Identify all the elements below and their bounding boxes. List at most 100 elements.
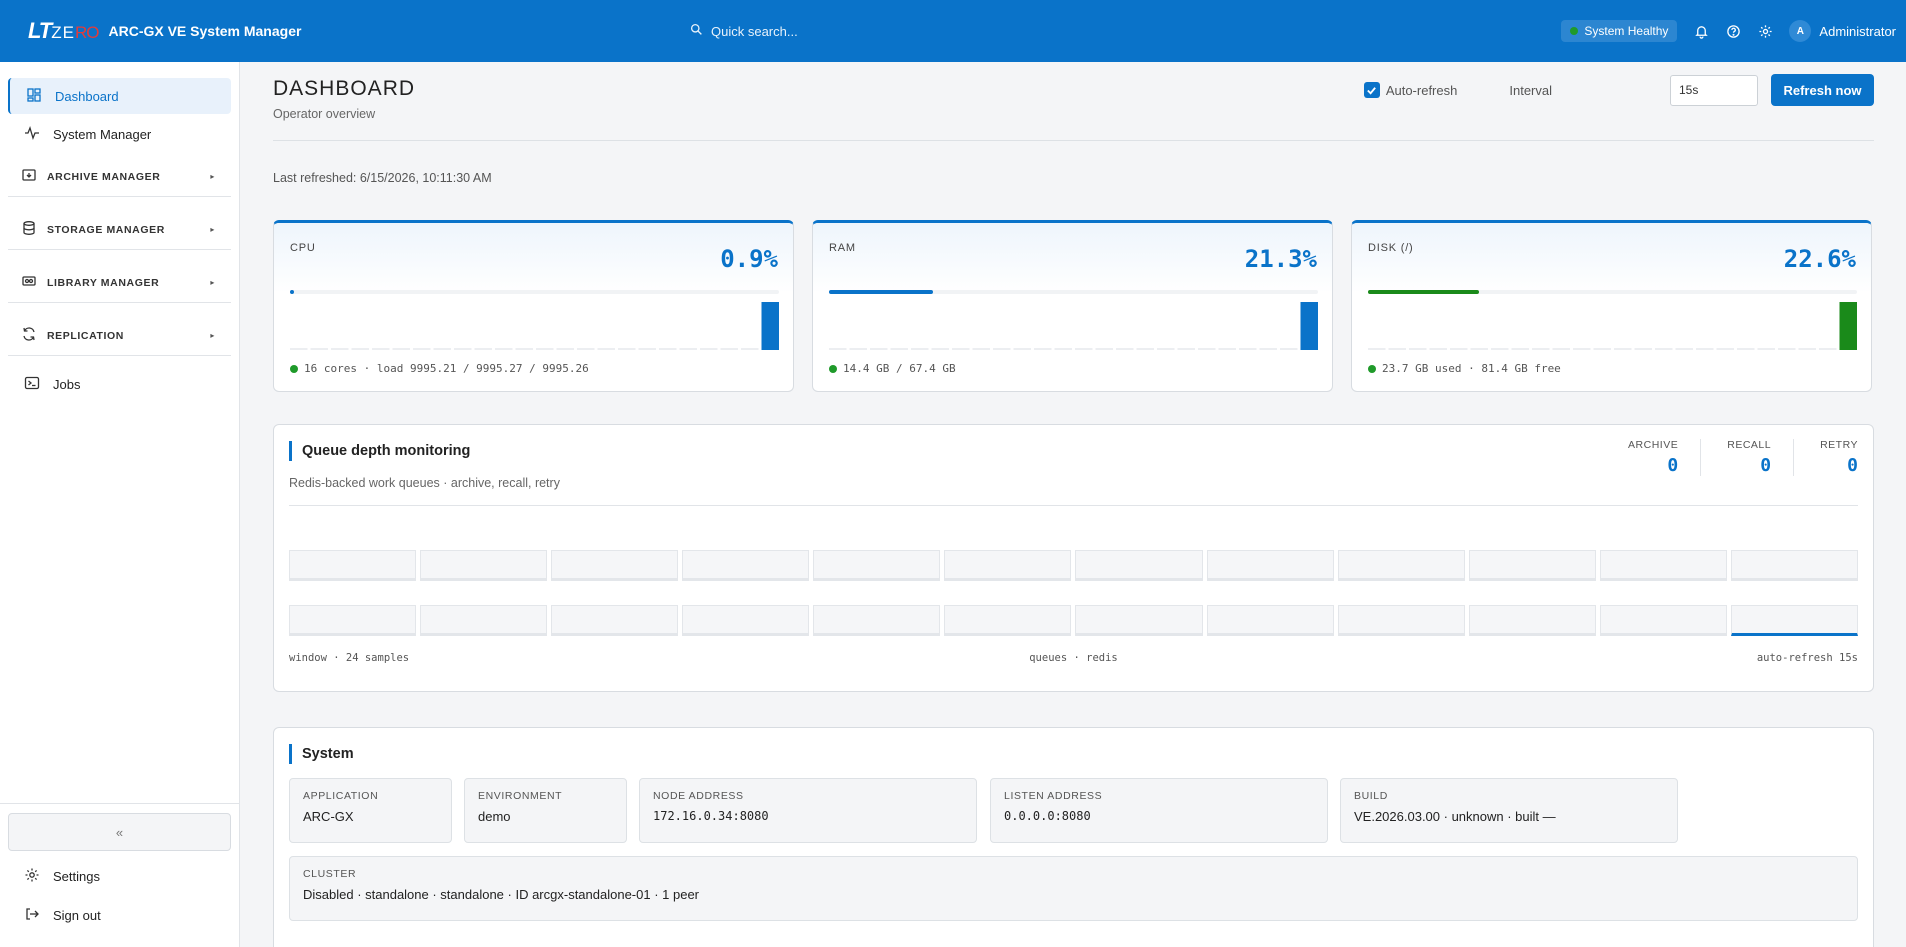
sparkline-bar: [392, 348, 410, 350]
sidebar-group-storage-manager[interactable]: STORAGE MANAGER ▸: [8, 210, 231, 250]
cpu-usage-fill: [290, 290, 295, 294]
queue-stat-value: 0: [1847, 455, 1858, 476]
sparkline-bar: [1239, 348, 1257, 350]
sparkline-bar: [1511, 348, 1529, 350]
auto-refresh-checkbox[interactable]: [1363, 82, 1380, 98]
sidebar-item-label: Dashboard: [55, 88, 119, 104]
queue-sample-cell: [289, 550, 417, 581]
queue-sample-cell: [1599, 550, 1727, 581]
auto-refresh-label[interactable]: Auto-refresh: [1385, 82, 1458, 98]
user-name: Administrator: [1819, 23, 1896, 39]
queue-sample-cell: [944, 550, 1072, 581]
sidebar-item-label: Jobs: [53, 376, 81, 392]
sparkline-bar: [597, 348, 615, 350]
sparkline-bar: [1552, 348, 1570, 350]
sparkline-bar: [972, 348, 990, 350]
user-menu[interactable]: A Administrator: [1789, 20, 1896, 42]
refresh-now-button[interactable]: Refresh now: [1771, 74, 1874, 106]
cpu-card: CPU 0.9% 16 cores · load 9995.21 / 9995.…: [273, 220, 794, 392]
database-icon: [21, 220, 37, 239]
interval-input[interactable]: 15s: [1670, 74, 1758, 106]
sidebar-item-dashboard[interactable]: Dashboard: [8, 78, 231, 114]
ram-sparkline: [829, 302, 1318, 350]
queue-sample-cell: [420, 605, 548, 636]
queue-sample-cell: [1730, 605, 1858, 636]
ltzero-logo[interactable]: LT ZE RO: [28, 18, 99, 44]
card-gradient: [813, 223, 1332, 293]
sparkline-bar: [1157, 348, 1175, 350]
health-dot-icon: [1570, 27, 1579, 35]
sparkline-bar: [454, 348, 472, 350]
ram-value: 21.3%: [1244, 245, 1317, 273]
system-application: APPLICATION ARC-GX: [289, 778, 452, 843]
sidebar-item-label: Sign out: [53, 907, 101, 923]
queue-footer-center: queues · redis: [1029, 652, 1118, 664]
sparkline-bar: [1259, 348, 1277, 350]
sparkline-bar: [1778, 348, 1796, 350]
terminal-icon: [24, 375, 40, 394]
queue-sample-cell: [944, 605, 1072, 636]
sidebar-item-settings[interactable]: Settings: [8, 858, 231, 894]
sparkline-bar: [741, 348, 759, 350]
cpu-value: 0.9%: [720, 245, 778, 273]
queue-stat-label: ARCHIVE: [1628, 439, 1679, 451]
status-dot-icon: [290, 364, 298, 373]
sidebar-item-sign-out[interactable]: Sign out: [8, 897, 231, 933]
sparkline-bar: [911, 348, 929, 350]
cpu-usage-bar: [290, 290, 779, 294]
system-health-badge[interactable]: System Healthy: [1561, 20, 1678, 42]
sparkline-bar: [931, 348, 949, 350]
queue-sample-cell: [1075, 550, 1203, 581]
search-placeholder: Quick search...: [711, 23, 798, 39]
sparkline-bar: [1675, 348, 1693, 350]
sparkline-bar: [700, 348, 718, 350]
logo-lt: LT: [28, 18, 52, 43]
sparkline-bar: [870, 348, 888, 350]
field-value: VE.2026.03.00 · unknown · built —: [1354, 809, 1556, 824]
activity-icon: [24, 125, 40, 144]
sidebar-group-replication[interactable]: REPLICATION ▸: [8, 316, 231, 356]
sparkline-bar: [515, 348, 533, 350]
sidebar-group-archive-manager[interactable]: ARCHIVE MANAGER ▸: [8, 157, 231, 197]
bell-icon[interactable]: [1693, 23, 1709, 39]
system-listen-address: LISTEN ADDRESS 0.0.0.0:8080: [990, 778, 1328, 843]
help-icon[interactable]: [1725, 23, 1741, 39]
system-panel: System APPLICATION ARC-GX ENVIRONMENT de…: [273, 727, 1874, 947]
field-value: Disabled · standalone · standalone · ID …: [303, 887, 700, 902]
sidebar-item-jobs[interactable]: Jobs: [8, 366, 231, 402]
ram-usage-fill: [829, 290, 934, 294]
collapse-sidebar-button[interactable]: «: [8, 813, 231, 851]
disk-usage-fill: [1368, 290, 1479, 294]
sparkline-bar: [413, 348, 431, 350]
caret-right-icon: ▸: [210, 331, 215, 340]
sparkline-bar: [556, 348, 574, 350]
sparkline-bar: [1450, 348, 1468, 350]
logo-ro: RO: [74, 23, 99, 42]
sparkline-bar: [495, 348, 513, 350]
ram-card: RAM 21.3% 14.4 GB / 67.4 GB: [812, 220, 1333, 392]
refresh-toolbar: Auto-refresh Interval 15s Refresh now: [1363, 74, 1874, 106]
disk-value: 22.6%: [1783, 245, 1856, 273]
sparkline-bar: [1819, 348, 1837, 350]
system-build: BUILD VE.2026.03.00 · unknown · built —: [1340, 778, 1678, 843]
ram-footer: 14.4 GB / 67.4 GB: [829, 362, 956, 375]
sparkline-bar: [1218, 348, 1236, 350]
top-bar: LT ZE RO ARC-GX VE System Manager Quick se…: [0, 0, 1906, 62]
sidebar-item-label: Settings: [53, 868, 100, 884]
quick-search[interactable]: Quick search...: [690, 23, 798, 39]
sparkline-bar: [1280, 348, 1298, 350]
sparkline-bar: [331, 348, 349, 350]
sparkline-bar: [1757, 348, 1775, 350]
sparkline-bar: [351, 348, 369, 350]
gear-icon[interactable]: [1757, 23, 1773, 39]
sparkline-bar: [1409, 348, 1427, 350]
sparkline-bar: [1696, 348, 1714, 350]
queue-stat-value: 0: [1667, 455, 1679, 476]
sidebar-item-system-manager[interactable]: System Manager: [8, 116, 231, 152]
queue-depth-panel: Queue depth monitoring Redis-backed work…: [273, 424, 1874, 692]
last-refreshed: Last refreshed: 6/15/2026, 10:11:30 AM: [273, 171, 492, 185]
disk-usage-bar: [1368, 290, 1857, 294]
sidebar-group-label: LIBRARY MANAGER: [47, 276, 160, 289]
sidebar-group-library-manager[interactable]: LIBRARY MANAGER ▸: [8, 263, 231, 303]
sparkline-bar: [1614, 348, 1632, 350]
